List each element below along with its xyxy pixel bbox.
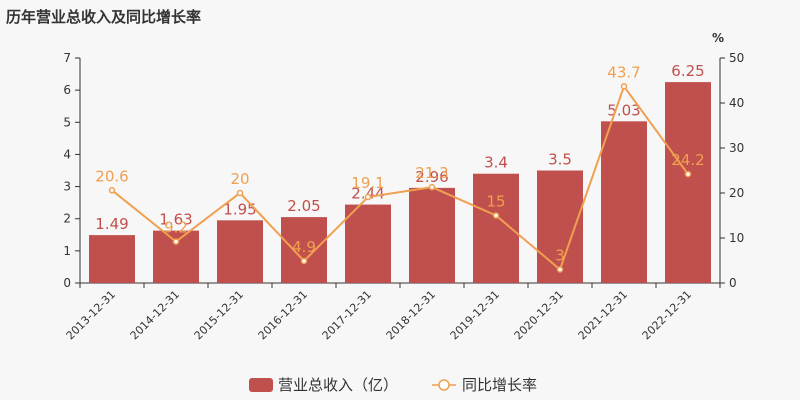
growth-point[interactable] (620, 83, 628, 90)
growth-value-label: 20.6 (95, 167, 128, 185)
x-tick-label: 2020-12-31 (512, 288, 566, 342)
x-tick-label: 2016-12-31 (256, 288, 310, 342)
bar-value-label: 1.95 (223, 200, 256, 218)
x-tick-label: 2021-12-31 (576, 288, 630, 342)
bar-value-label: 1.63 (159, 211, 192, 229)
y-right-tick-label: 30 (729, 141, 744, 155)
y-left-tick-label: 0 (63, 276, 71, 290)
bar[interactable] (665, 82, 711, 283)
bar[interactable] (89, 235, 135, 283)
growth-point[interactable] (364, 193, 372, 201)
bar-value-label: 3.4 (484, 154, 508, 172)
x-tick-label: 2013-12-31 (64, 288, 118, 342)
bar-value-label: 5.03 (607, 101, 640, 119)
growth-value-label: 43.7 (607, 63, 640, 81)
bar[interactable] (409, 187, 455, 283)
y-left-tick-label: 3 (63, 180, 71, 194)
y-left-tick-label: 6 (63, 83, 71, 97)
x-tick-label: 2019-12-31 (448, 288, 502, 342)
bar-value-label: 6.25 (671, 62, 704, 80)
x-tick-label: 2022-12-31 (640, 288, 694, 342)
growth-point[interactable] (236, 189, 244, 197)
growth-point[interactable] (556, 266, 564, 273)
bar-value-label: 3.5 (548, 151, 572, 169)
legend-item-growth[interactable]: 同比增长率 (432, 376, 537, 394)
bar[interactable] (281, 217, 327, 283)
line-series (108, 83, 692, 273)
right-axis-unit: % (712, 31, 724, 45)
growth-value-label: 3 (555, 247, 565, 265)
y-right-tick-label: 40 (729, 96, 744, 110)
y-left-tick-label: 1 (63, 244, 71, 258)
legend-item-revenue[interactable]: 营业总收入（亿） (249, 376, 398, 394)
x-tick-label: 2018-12-31 (384, 288, 438, 342)
y-left-tick-label: 7 (63, 51, 71, 65)
growth-value-label: 19.1 (351, 174, 384, 192)
line-labels: 20.6 9.2 20 4.9 19.1 21.3 15 3 43.7 24.2 (95, 63, 704, 264)
y-left-tick-label: 5 (63, 115, 71, 129)
bar-value-label: 2.44 (351, 185, 384, 203)
y-left-tick-label: 2 (63, 212, 71, 226)
growth-value-label: 21.3 (415, 164, 448, 182)
growth-point[interactable] (492, 212, 500, 219)
bar-series (89, 82, 711, 283)
bar-value-label: 2.96 (415, 168, 448, 186)
growth-point[interactable] (108, 187, 116, 194)
growth-point[interactable] (300, 257, 308, 265)
x-tick-label: 2014-12-31 (128, 288, 182, 342)
bar[interactable] (217, 220, 263, 283)
legend-label-revenue: 营业总收入（亿） (278, 376, 398, 394)
y-right-tick-label: 0 (729, 276, 737, 290)
growth-point[interactable] (172, 238, 180, 245)
y-right-tick-label: 10 (729, 231, 744, 245)
legend-swatch-bar (249, 378, 273, 392)
y-right-tick-label: 20 (729, 186, 744, 200)
y-left-tick-label: 4 (63, 147, 71, 161)
legend-swatch-marker (438, 379, 450, 391)
growth-value-label: 20 (230, 170, 249, 188)
chart-title: 历年营业总收入及同比增长率 (6, 8, 201, 26)
bar-labels: 1.49 1.63 1.95 2.05 2.44 2.96 3.4 3.5 5.03 6.25 (95, 62, 704, 233)
growth-value-label: 4.9 (292, 238, 316, 256)
y-right-tick-label: 50 (729, 51, 744, 65)
x-tick-label: 2017-12-31 (320, 288, 374, 342)
legend: 营业总收入（亿） 同比增长率 (249, 376, 537, 394)
bar-value-label: 1.49 (95, 215, 128, 233)
bar[interactable] (345, 204, 391, 283)
growth-value-label: 24.2 (671, 151, 704, 169)
bar-value-label: 2.05 (287, 197, 320, 215)
legend-label-growth: 同比增长率 (462, 376, 537, 394)
x-tick-label: 2015-12-31 (192, 288, 246, 342)
bar[interactable] (601, 121, 647, 283)
growth-value-label: 9.2 (164, 219, 188, 237)
growth-point[interactable] (428, 183, 436, 191)
bar[interactable] (537, 170, 583, 284)
growth-value-label: 15 (486, 193, 505, 211)
growth-line (111, 84, 689, 272)
growth-point[interactable] (684, 170, 692, 178)
